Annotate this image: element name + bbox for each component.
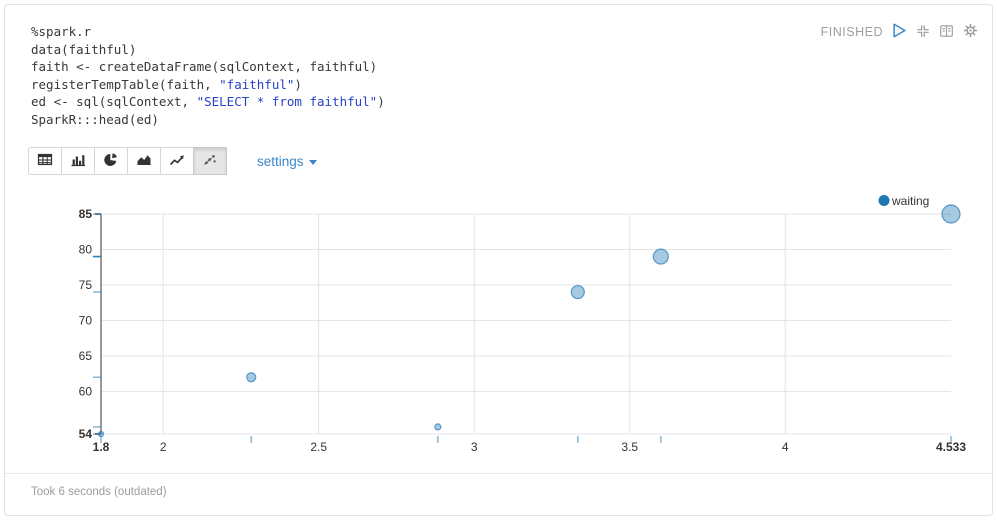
settings-label: settings bbox=[257, 153, 304, 169]
paragraph-controls: FINISHED bbox=[821, 23, 978, 41]
viz-toolbar: settings bbox=[28, 147, 317, 175]
viz-button-area-chart[interactable] bbox=[127, 147, 161, 175]
table-icon bbox=[37, 152, 53, 170]
area-chart-icon bbox=[136, 152, 152, 170]
code-line: %spark.r bbox=[31, 24, 92, 39]
y-tick-label: 60 bbox=[79, 384, 93, 398]
y-tick-label: 54 bbox=[79, 427, 93, 441]
x-tick-label: 2.5 bbox=[310, 440, 327, 454]
code-line: data(faithful) bbox=[31, 41, 137, 57]
data-point[interactable] bbox=[246, 372, 257, 383]
y-tick-label: 85 bbox=[79, 207, 93, 221]
data-point[interactable] bbox=[652, 248, 669, 265]
paragraph-settings-button[interactable] bbox=[963, 23, 978, 41]
data-point[interactable] bbox=[434, 423, 442, 431]
scatter-chart-icon bbox=[202, 152, 218, 170]
legend-swatch[interactable] bbox=[878, 195, 890, 206]
x-tick-label: 3 bbox=[471, 440, 478, 454]
notebook-paragraph: %spark.r data(faithful) faith <- createDat… bbox=[4, 4, 993, 516]
data-point[interactable] bbox=[97, 430, 105, 438]
line-chart-icon bbox=[169, 152, 185, 170]
x-tick-label: 2 bbox=[160, 440, 167, 454]
y-tick-label: 80 bbox=[79, 242, 93, 256]
paragraph-footer: Took 6 seconds (outdated) bbox=[5, 473, 992, 515]
code-line: ed <- sql(sqlContext, "SELECT * from fai… bbox=[31, 94, 385, 109]
compress-icon bbox=[916, 24, 930, 41]
viz-button-pie-chart[interactable] bbox=[94, 147, 128, 175]
show-output-button[interactable] bbox=[939, 24, 954, 41]
scatter-chart[interactable]: 1.8 2 2.5 3 3.5 4 4.533 54 60 65 70 75 80 85 waiting bbox=[5, 186, 994, 478]
run-paragraph-button[interactable] bbox=[892, 23, 907, 41]
x-tick-label: 4 bbox=[782, 440, 789, 454]
book-icon bbox=[939, 24, 954, 41]
code-editor[interactable]: %spark.r data(faithful) faith <- createDat… bbox=[31, 23, 812, 128]
x-tick-label: 4.533 bbox=[936, 440, 966, 454]
y-tick-label: 70 bbox=[79, 313, 93, 327]
data-point[interactable] bbox=[570, 284, 585, 300]
play-icon bbox=[892, 23, 907, 41]
code-line: faith <- createDataFrame(sqlContext, fai… bbox=[31, 59, 378, 74]
pie-chart-icon bbox=[103, 152, 119, 170]
viz-button-scatter-chart[interactable] bbox=[193, 147, 227, 175]
viz-button-table[interactable] bbox=[28, 147, 62, 175]
code-line: SparkR:::head(ed) bbox=[31, 111, 159, 127]
status-badge: FINISHED bbox=[820, 25, 883, 39]
viz-button-line-chart[interactable] bbox=[160, 147, 194, 175]
caret-down-icon bbox=[308, 159, 317, 165]
x-tick-label: 1.8 bbox=[93, 440, 110, 454]
settings-dropdown[interactable]: settings bbox=[257, 154, 317, 169]
y-tick-label: 75 bbox=[79, 278, 93, 292]
gear-icon bbox=[963, 23, 978, 41]
y-tick-label: 65 bbox=[79, 349, 93, 363]
x-tick-label: 3.5 bbox=[621, 440, 638, 454]
legend-label[interactable]: waiting bbox=[891, 194, 929, 208]
viz-button-bar-chart[interactable] bbox=[61, 147, 95, 175]
bar-chart-icon bbox=[70, 152, 86, 170]
execution-time-label: Took 6 seconds (outdated) bbox=[31, 486, 167, 498]
data-point[interactable] bbox=[941, 204, 961, 224]
code-line: registerTempTable(faith, "faithful") bbox=[31, 76, 302, 92]
collapse-editor-button[interactable] bbox=[916, 24, 930, 41]
